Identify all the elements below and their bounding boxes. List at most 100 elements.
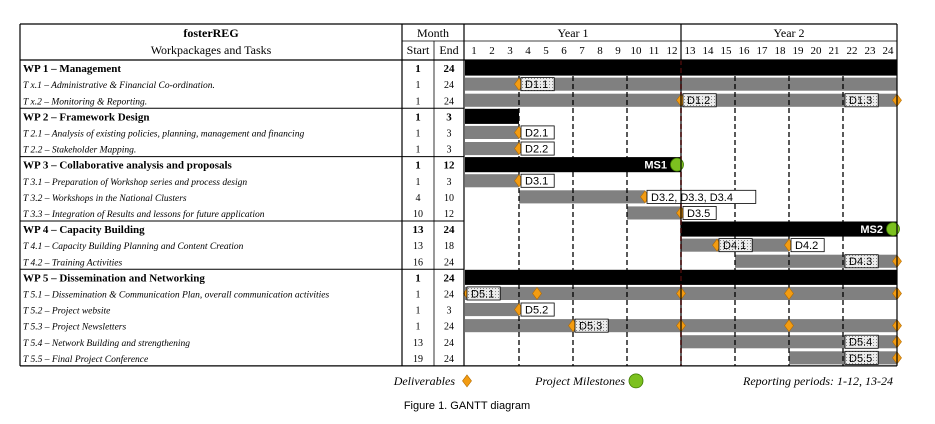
deliverable-label-box <box>520 141 555 156</box>
end-month-value: 12 <box>444 209 454 220</box>
start-month-value: 1 <box>415 63 421 75</box>
start-month-value: 1 <box>416 306 421 317</box>
task-label: T 4.2 – Training Activities <box>23 258 122 268</box>
workpackage-label: WP 3 – Collaborative analysis and propos… <box>23 160 233 172</box>
deliverable-marker <box>532 286 542 300</box>
month-tick-label: 17 <box>757 45 769 57</box>
start-month-value: 1 <box>416 80 421 91</box>
month-tick-label: 12 <box>667 45 678 57</box>
start-month-value: 10 <box>413 209 423 220</box>
task-bar <box>465 303 519 317</box>
month-tick-label: 4 <box>525 45 531 57</box>
start-month-value: 13 <box>413 338 423 349</box>
end-month-value: 24 <box>444 338 454 349</box>
end-month-value: 24 <box>444 322 454 333</box>
end-month-value: 10 <box>444 193 454 204</box>
deliverable-marker <box>784 286 794 300</box>
deliverable-label: D3.5 <box>687 208 710 220</box>
month-tick-label: 3 <box>507 45 513 57</box>
legend-deliverable-icon <box>462 374 472 388</box>
deliverable-label-box <box>682 93 717 108</box>
start-month-value: 13 <box>413 241 423 252</box>
year1-header: Year 1 <box>557 26 588 40</box>
deliverable-label: D3.1 <box>525 176 548 188</box>
legend-milestone-icon <box>628 373 644 389</box>
deliverable-label: D4.3 <box>849 256 872 268</box>
end-month-value: 24 <box>444 96 454 107</box>
end-month-value: 24 <box>444 272 456 284</box>
start-month-value: 16 <box>413 257 423 268</box>
start-month-value: 1 <box>415 111 421 123</box>
end-month-value: 24 <box>444 354 454 365</box>
deliverable-label-box <box>718 238 753 253</box>
start-month-value: 1 <box>416 145 421 156</box>
deliverable-label-box <box>520 77 555 92</box>
deliverable-label: D1.1 <box>525 79 548 91</box>
deliverable-label: D5.2 <box>525 305 548 317</box>
deliverable-label: D1.3 <box>849 95 872 107</box>
month-tick-label: 6 <box>561 45 567 57</box>
workpackage-bar <box>465 108 519 124</box>
deliverable-marker <box>784 319 794 333</box>
milestone-marker <box>886 222 900 236</box>
deliverable-label: D5.1 <box>471 288 494 300</box>
task-label: T 5.1 – Dissemination & Communication Pl… <box>23 290 329 300</box>
end-month-value: 3 <box>447 177 452 188</box>
start-month-value: 1 <box>416 128 421 139</box>
milestone-label: MS1 <box>644 160 667 172</box>
end-month-value: 3 <box>446 111 452 123</box>
month-tick-label: 18 <box>775 45 787 57</box>
month-tick-label: 11 <box>649 45 660 57</box>
legend-milestones-label: Project Milestones <box>534 374 625 388</box>
start-month-value: 4 <box>416 193 421 204</box>
start-month-value: 1 <box>416 289 421 300</box>
task-label: T 3.2 – Workshops in the National Cluste… <box>23 194 187 204</box>
project-name: fosterREG <box>183 26 238 40</box>
task-label: T 3.1 – Preparation of Workshop series a… <box>23 177 247 188</box>
month-tick-label: 9 <box>615 45 621 57</box>
deliverable-label-box <box>574 318 609 333</box>
end-month-value: 24 <box>444 63 456 75</box>
month-tick-label: 20 <box>811 45 823 57</box>
workpackage-label: WP 2 – Framework Design <box>23 111 149 123</box>
month-tick-label: 2 <box>489 45 495 57</box>
legend-reporting-label: Reporting periods: 1-12, 13-24 <box>742 374 893 388</box>
end-month-value: 24 <box>444 289 454 300</box>
task-label: T 5.4 – Network Building and strengtheni… <box>23 339 190 349</box>
month-tick-label: 23 <box>865 45 877 57</box>
deliverable-label-box <box>646 189 757 204</box>
month-tick-label: 19 <box>793 45 805 57</box>
task-label: T x.2 – Monitoring & Reporting. <box>23 97 147 107</box>
deliverable-label: D5.3 <box>579 321 602 333</box>
month-tick-label: 1 <box>471 45 477 57</box>
task-label: T 4.1 – Capacity Building Planning and C… <box>23 242 244 252</box>
month-tick-label: 14 <box>703 45 715 57</box>
deliverable-label: D5.4 <box>849 337 872 349</box>
workpackage-label: WP 4 – Capacity Building <box>23 224 145 236</box>
deliverable-label-box <box>790 238 825 253</box>
start-month-value: 1 <box>416 177 421 188</box>
workpackage-label: WP 1 – Management <box>23 63 121 75</box>
month-tick-label: 5 <box>543 45 549 57</box>
start-month-value: 19 <box>413 354 423 365</box>
deliverable-label-box <box>520 302 555 317</box>
deliverable-label: D2.2 <box>525 144 548 156</box>
deliverable-label-box <box>844 93 879 108</box>
start-month-value: 1 <box>416 96 421 107</box>
deliverable-label-box <box>844 254 879 269</box>
month-tick-label: 22 <box>847 45 858 57</box>
legend-deliverables-label: Deliverables <box>393 374 456 388</box>
month-tick-label: 8 <box>597 45 603 57</box>
start-month-value: 1 <box>415 272 421 284</box>
task-label: T 2.2 – Stakeholder Mapping. <box>23 146 136 156</box>
task-label: T 2.1 – Analysis of existing policies, p… <box>23 128 304 139</box>
deliverable-label-box <box>520 125 555 140</box>
deliverable-label: D4.2 <box>795 240 818 252</box>
milestone-label: MS2 <box>860 224 883 236</box>
task-bar <box>465 142 519 156</box>
task-bar <box>627 206 681 220</box>
end-month-value: 3 <box>447 306 452 317</box>
start-month-value: 13 <box>413 224 425 236</box>
month-tick-label: 13 <box>685 45 697 57</box>
deliverable-label-box <box>520 173 555 188</box>
